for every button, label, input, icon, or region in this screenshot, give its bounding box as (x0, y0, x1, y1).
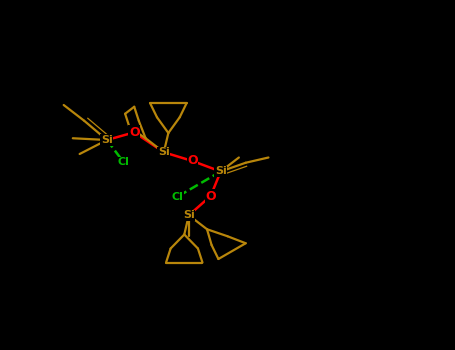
Text: O: O (205, 189, 216, 203)
Text: Si: Si (158, 147, 170, 157)
Text: O: O (129, 126, 140, 139)
Text: Si: Si (183, 210, 195, 220)
Text: O: O (187, 154, 198, 168)
Text: Si: Si (215, 167, 227, 176)
Text: Cl: Cl (118, 158, 130, 167)
Text: Cl: Cl (172, 192, 183, 202)
Text: Si: Si (101, 135, 113, 145)
